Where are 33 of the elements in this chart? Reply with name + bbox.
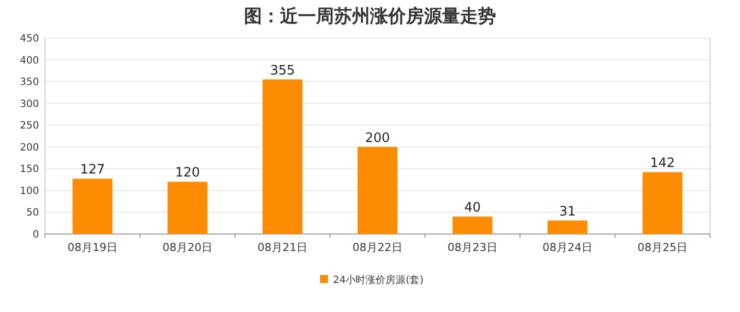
bar (358, 146, 398, 234)
bar (262, 79, 302, 234)
data-label: 142 (650, 156, 675, 172)
bar (72, 178, 112, 234)
y-tick-label: 400 (20, 55, 39, 66)
legend-label: 24小时涨价房源(套) (333, 274, 424, 286)
y-tick-label: 350 (20, 77, 39, 88)
x-tick-label: 08月21日 (258, 241, 308, 254)
y-tick-label: 0 (32, 230, 39, 240)
bar (168, 182, 208, 234)
y-tick-label: 250 (20, 120, 39, 132)
x-tick-label: 08月25日 (638, 241, 688, 254)
x-tick-label: 08月20日 (162, 241, 212, 254)
data-label: 120 (175, 166, 200, 181)
x-tick-label: 08月19日 (68, 241, 118, 254)
bar (452, 216, 492, 234)
y-tick-label: 450 (20, 34, 39, 44)
bar (642, 172, 682, 234)
x-tick-label: 08月24日 (542, 241, 592, 254)
y-tick-label: 150 (20, 164, 39, 176)
y-tick-label: 100 (20, 186, 39, 197)
y-tick-label: 200 (20, 142, 39, 154)
x-tick-label: 08月22日 (352, 241, 402, 254)
data-label: 200 (365, 130, 390, 146)
y-tick-label: 50 (26, 208, 39, 219)
data-label: 127 (80, 162, 105, 178)
bar (548, 220, 588, 234)
chart-title: 图：近一周苏州涨价房源量走势 (244, 6, 496, 27)
x-tick-label: 08月23日 (448, 241, 498, 254)
y-tick-label: 300 (20, 98, 39, 110)
data-label: 31 (559, 204, 576, 220)
data-label: 40 (464, 200, 481, 216)
data-label: 355 (270, 63, 295, 78)
